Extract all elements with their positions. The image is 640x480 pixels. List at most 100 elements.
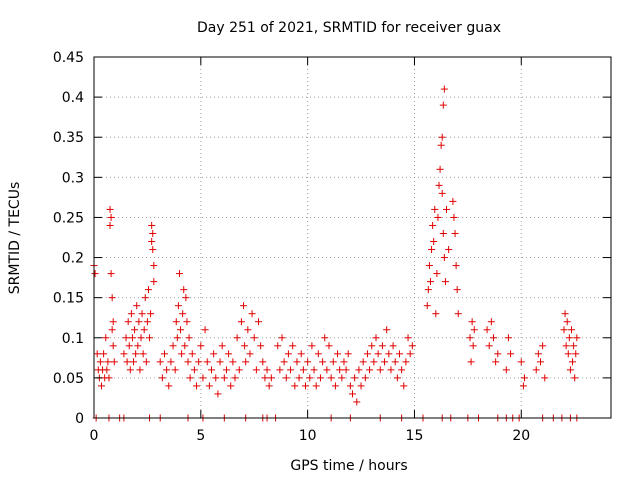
data-point [161,350,168,358]
data-point [297,350,305,358]
data-point [355,366,363,374]
data-point [214,390,222,398]
x-tick-label: 5 [196,428,205,444]
y-axis-label: SRMTID / TECUs [7,182,23,295]
data-point [218,342,226,350]
data-point [299,366,307,374]
data-point [182,294,190,302]
data-point [126,366,134,374]
data-point [346,382,354,390]
data-point [222,366,230,374]
data-point [391,358,399,366]
data-point [400,382,408,390]
data-point [173,334,181,342]
data-point [250,334,258,342]
data-point [334,350,342,358]
data-point [569,358,577,366]
data-point [171,366,179,374]
axis-ticks [93,56,611,419]
data-point [109,342,117,350]
data-point [133,302,141,310]
data-point [432,310,440,318]
data-point [408,342,416,350]
data-point [100,350,108,358]
data-point [197,342,205,350]
data-point [293,358,301,366]
data-point [349,390,356,398]
data-point [340,358,348,366]
data-point [570,342,578,350]
data-point [124,318,132,326]
data-point [216,358,224,366]
data-point [469,342,477,350]
data-point [125,342,133,350]
chart-title: Day 251 of 2021, SRMTID for receiver gua… [197,20,501,36]
data-point [440,254,448,262]
y-tick-label: 0.2 [62,251,84,267]
data-point [565,334,573,342]
data-point [183,318,191,326]
data-point [563,318,571,326]
data-point [97,382,105,390]
data-point [130,358,138,366]
data-point [443,205,450,213]
data-point [319,358,327,366]
data-point [561,310,569,318]
data-point [220,374,228,382]
data-point [102,334,110,342]
data-point [398,366,406,374]
data-point [265,382,273,390]
data-point [344,350,352,358]
data-point [429,221,437,229]
data-point [163,366,171,374]
data-point [439,101,447,109]
data-point [470,326,478,334]
data-point [120,350,128,358]
data-point [572,350,580,358]
data-point [537,358,544,366]
data-point [131,326,139,334]
data-point [310,366,318,374]
data-point [287,366,295,374]
data-point [485,342,493,350]
data-point [291,382,299,390]
data-point [282,374,290,382]
data-point [453,286,461,294]
data-point [199,374,207,382]
y-tick-label: 0.1 [62,331,84,347]
data-point [134,342,142,350]
data-point [235,366,243,374]
data-point [450,213,458,221]
data-point [387,366,395,374]
data-point [323,366,331,374]
data-point [186,374,194,382]
data-point [381,358,389,366]
data-point [122,334,130,342]
data-point [109,318,117,326]
x-tick-label: 0 [90,428,99,444]
data-point [357,382,365,390]
data-point [532,366,540,374]
data-point [454,310,462,318]
x-tick-labels: 0 5 10 15 20 [90,428,531,444]
data-point [573,334,581,342]
data-point [267,374,275,382]
data-point [104,358,112,366]
data-point [110,358,118,366]
data-point [438,133,446,141]
data-point [353,398,361,406]
data-point [231,374,239,382]
data-point [227,382,235,390]
data-point [494,350,502,358]
data-point [404,334,412,342]
data-point [263,366,271,374]
data-point [148,221,156,229]
data-point [212,374,220,382]
data-point [466,334,474,342]
data-point [190,366,198,374]
data-point [560,326,568,334]
data-point [167,358,175,366]
data-point [402,358,410,366]
data-point [107,213,115,221]
